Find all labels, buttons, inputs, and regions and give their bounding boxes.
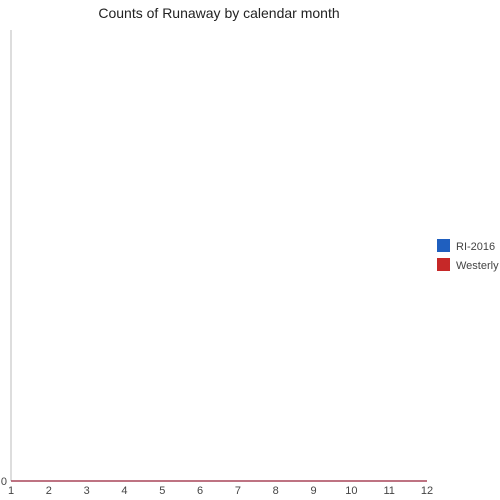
x-tick-label: 1 (8, 485, 14, 497)
legend-swatch (437, 239, 450, 252)
x-tick-label: 5 (159, 485, 165, 497)
x-tick-label: 11 (383, 485, 394, 497)
x-tick-label: 8 (273, 485, 279, 497)
x-tick-label: 6 (197, 485, 203, 497)
x-tick-label: 4 (121, 485, 127, 497)
y-tick-label: 0 (1, 476, 7, 488)
x-tick-label: 7 (235, 485, 241, 497)
x-axis-ticks: 1 2 3 4 5 6 7 8 9 10 11 12 (8, 485, 433, 497)
x-tick-label: 2 (46, 485, 52, 497)
legend-label: RI-2016 (456, 241, 495, 253)
y-axis-ticks: 0 (1, 476, 7, 488)
x-tick-label: 10 (345, 485, 357, 497)
x-tick-label: 3 (84, 485, 90, 497)
x-tick-label: 9 (310, 485, 316, 497)
x-tick-label: 12 (421, 485, 433, 497)
legend: RI-2016 Westerly (437, 239, 499, 272)
legend-swatch (437, 258, 450, 271)
legend-label: Westerly (456, 260, 499, 272)
chart-title: Counts of Runaway by calendar month (98, 5, 339, 21)
